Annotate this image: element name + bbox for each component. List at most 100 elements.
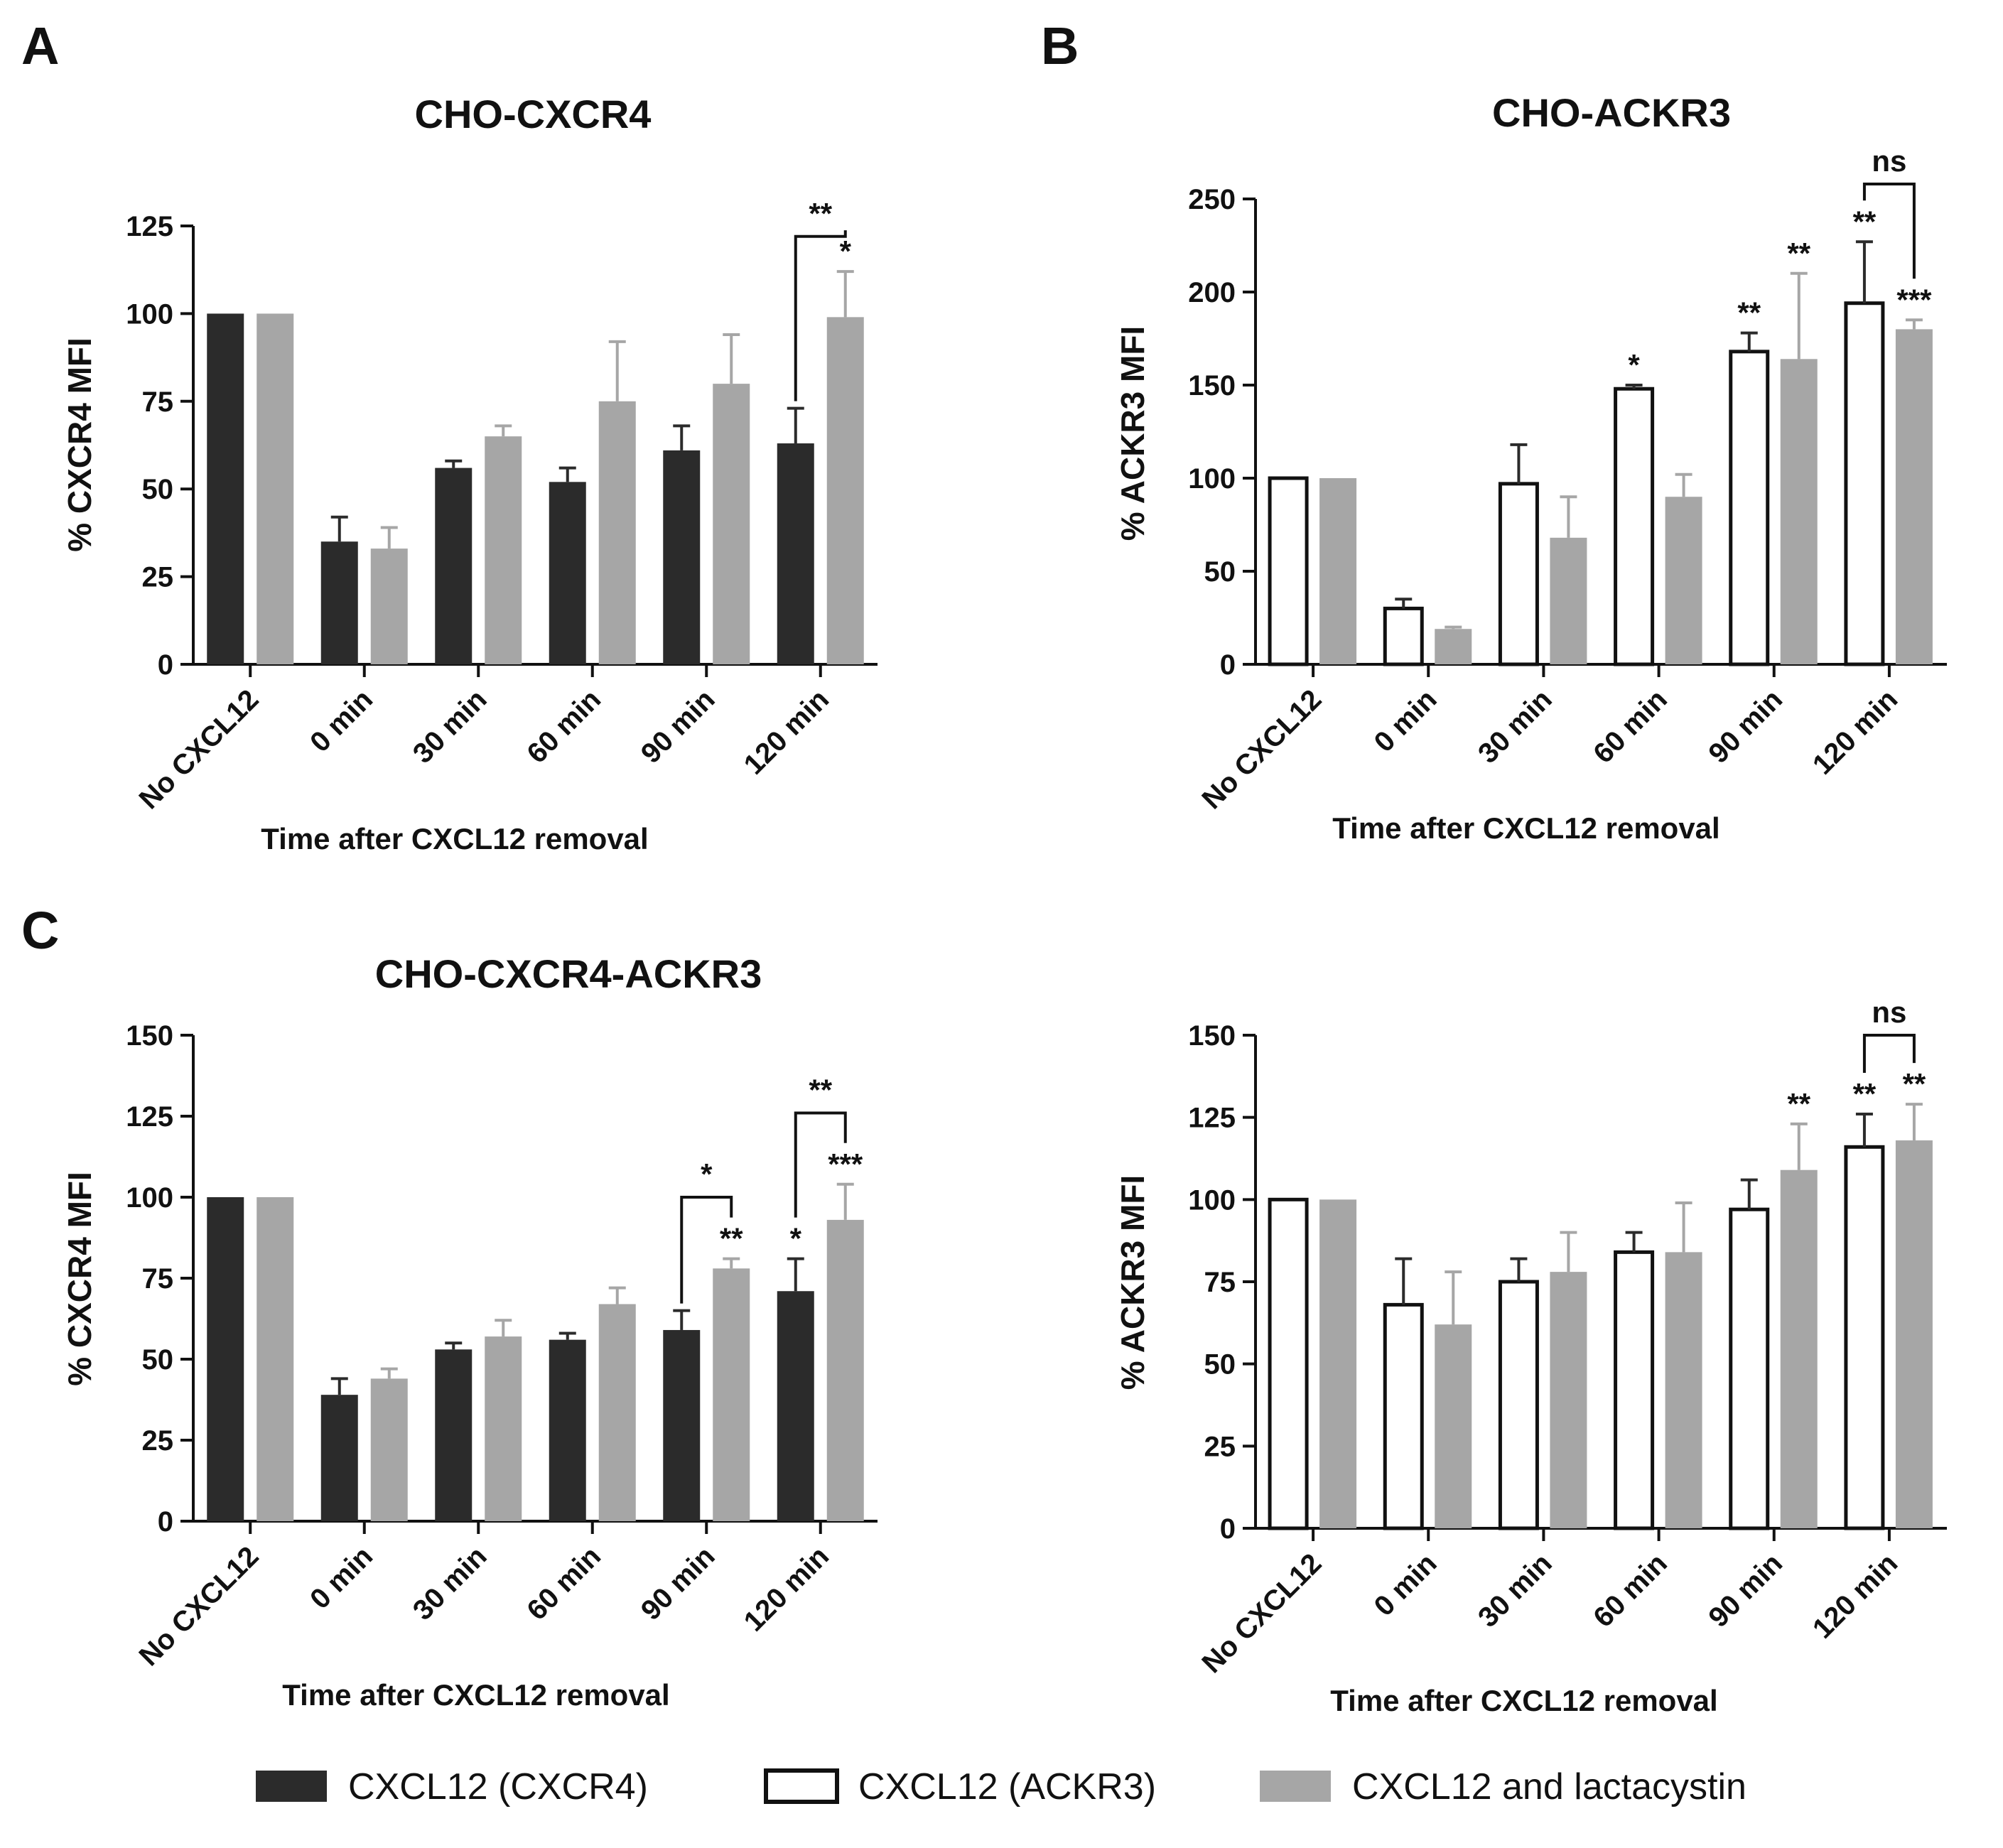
category-label: 90 min bbox=[1702, 683, 1788, 769]
category-label: No CXCL12 bbox=[1196, 1547, 1327, 1679]
category-label: 120 min bbox=[738, 1540, 835, 1637]
bar-open-4 bbox=[1729, 350, 1770, 666]
y-tick-label: 0 bbox=[158, 1506, 173, 1538]
significance-label: ** bbox=[1787, 237, 1810, 270]
significance-label: *** bbox=[1896, 283, 1932, 316]
y-tick-label: 250 bbox=[1188, 184, 1236, 215]
category-label: 0 min bbox=[1368, 683, 1443, 758]
panel-letter: B bbox=[1041, 16, 1079, 75]
bar-open-3 bbox=[1614, 1250, 1655, 1530]
category-label: 120 min bbox=[1807, 1547, 1904, 1644]
bar-gray-1 bbox=[1435, 629, 1472, 664]
bar-open-2 bbox=[1498, 482, 1539, 666]
y-tick-label: 100 bbox=[1188, 463, 1236, 495]
significance-label: ** bbox=[1853, 1077, 1877, 1111]
comparison-bracket bbox=[1862, 1034, 1916, 1074]
bar-gray-3 bbox=[598, 1304, 636, 1521]
legend-label: CXCL12 (ACKR3) bbox=[858, 1766, 1156, 1808]
bar-gray-5 bbox=[826, 1219, 864, 1521]
bar-gray-3 bbox=[598, 401, 636, 664]
category-label: 90 min bbox=[635, 683, 721, 769]
y-tick-label: 150 bbox=[126, 1020, 173, 1052]
y-tick-label: 150 bbox=[1188, 1020, 1236, 1052]
bar-gray-0 bbox=[257, 313, 294, 664]
bar-gray-3 bbox=[1665, 1252, 1702, 1528]
y-axis-label: % CXCR4 MFI bbox=[61, 337, 98, 552]
bar-open-2 bbox=[1498, 1280, 1539, 1530]
bracket-label: ns bbox=[1872, 144, 1906, 178]
significance-label: *** bbox=[828, 1147, 863, 1181]
category-label: 60 min bbox=[1587, 683, 1673, 769]
bar-dark-0 bbox=[207, 1197, 244, 1521]
y-tick-label: 0 bbox=[1220, 649, 1236, 681]
category-label: 30 min bbox=[407, 1540, 493, 1626]
bar-gray-4 bbox=[1780, 359, 1818, 664]
category-label: 30 min bbox=[1472, 1547, 1558, 1633]
bar-gray-0 bbox=[257, 1197, 294, 1521]
y-tick-label: 75 bbox=[142, 387, 174, 418]
legend: CXCL12 (CXCR4) CXCL12 (ACKR3) CXCL12 and l… bbox=[256, 1766, 1746, 1808]
bar-dark-3 bbox=[549, 482, 586, 664]
significance-label: ** bbox=[1903, 1067, 1926, 1101]
x-axis-label: Time after CXCL12 removal bbox=[1332, 811, 1719, 845]
y-tick-label: 150 bbox=[1188, 370, 1236, 401]
y-tick-label: 125 bbox=[126, 211, 173, 242]
bar-gray-2 bbox=[485, 1336, 522, 1521]
bar-gray-2 bbox=[1550, 1272, 1587, 1528]
y-tick-label: 0 bbox=[158, 649, 173, 681]
category-label: 90 min bbox=[635, 1540, 721, 1626]
y-tick-label: 50 bbox=[142, 474, 174, 505]
bar-gray-4 bbox=[713, 384, 750, 664]
comparison-bracket bbox=[1862, 183, 1916, 279]
legend-label: CXCL12 (CXCR4) bbox=[348, 1766, 648, 1808]
bar-gray-4 bbox=[713, 1268, 750, 1521]
category-label: 30 min bbox=[1472, 683, 1558, 769]
bar-open-0 bbox=[1268, 1197, 1309, 1530]
bar-gray-4 bbox=[1780, 1169, 1818, 1528]
y-tick-label: 50 bbox=[1204, 556, 1236, 588]
bar-gray-1 bbox=[370, 1378, 408, 1521]
bracket-label: * bbox=[701, 1157, 713, 1191]
panels: A CHO-CXCR4 0 25 50 75 100 125 % CXCR4 MFI No CXC… bbox=[21, 16, 1947, 1717]
legend-swatch-gray bbox=[1260, 1771, 1331, 1802]
panel-letter: C bbox=[21, 901, 59, 960]
bar-open-3 bbox=[1614, 387, 1655, 666]
bar-dark-1 bbox=[320, 1395, 358, 1521]
bracket-label: ns bbox=[1872, 995, 1906, 1029]
bar-dark-0 bbox=[207, 313, 244, 664]
comparison-bracket bbox=[680, 1196, 733, 1304]
bar-open-1 bbox=[1383, 1302, 1424, 1530]
category-label: 90 min bbox=[1702, 1547, 1788, 1633]
bar-gray-2 bbox=[485, 436, 522, 664]
chart-panel-c2: 0 25 50 75 100 125 150 % ACKR3 MFI No CXCL12 0 mi… bbox=[1114, 995, 1947, 1717]
panel-letter: A bbox=[21, 16, 59, 75]
comparison-bracket bbox=[794, 1111, 847, 1218]
bar-gray-0 bbox=[1319, 1199, 1357, 1528]
bar-dark-5 bbox=[777, 443, 814, 664]
bar-dark-2 bbox=[435, 468, 473, 664]
y-tick-label: 25 bbox=[142, 1425, 174, 1457]
y-axis-label: % ACKR3 MFI bbox=[1114, 326, 1151, 541]
y-tick-label: 125 bbox=[1188, 1103, 1236, 1134]
bar-dark-2 bbox=[435, 1349, 473, 1521]
category-label: No CXCL12 bbox=[133, 683, 264, 815]
legend-swatch-open bbox=[764, 1768, 839, 1804]
bracket-label: ** bbox=[809, 197, 832, 230]
significance-label: * bbox=[1628, 348, 1640, 382]
chart-panel-c1: C CHO-CXCR4-ACKR3 0 25 50 75 100 125 150 % CXCR4 … bbox=[21, 901, 878, 1712]
y-tick-label: 200 bbox=[1188, 277, 1236, 308]
bar-dark-4 bbox=[663, 450, 701, 664]
bar-gray-5 bbox=[1895, 1140, 1933, 1528]
category-label: 60 min bbox=[521, 683, 607, 769]
bar-gray-1 bbox=[370, 549, 408, 664]
category-label: 120 min bbox=[1807, 683, 1904, 780]
bar-gray-0 bbox=[1319, 478, 1357, 664]
chart-title: CHO-ACKR3 bbox=[1492, 90, 1731, 135]
legend-label: CXCL12 and lactacystin bbox=[1352, 1766, 1746, 1808]
category-label: 0 min bbox=[304, 1540, 379, 1615]
bar-open-5 bbox=[1844, 301, 1885, 666]
category-label: 30 min bbox=[407, 683, 493, 769]
category-label: No CXCL12 bbox=[133, 1540, 264, 1672]
y-tick-label: 75 bbox=[1204, 1267, 1236, 1298]
y-tick-label: 25 bbox=[1204, 1431, 1236, 1462]
